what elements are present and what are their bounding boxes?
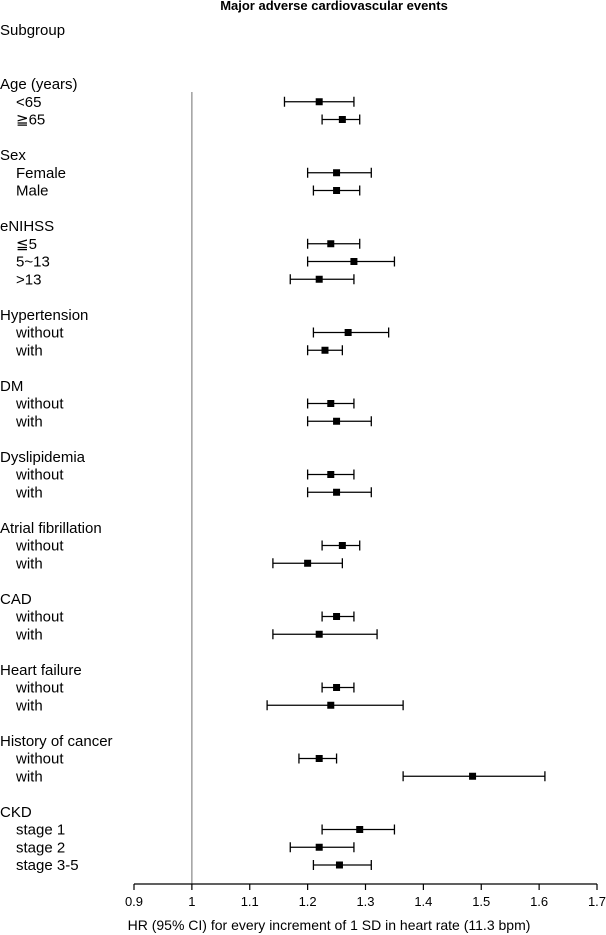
subgroup-label: with bbox=[15, 768, 43, 785]
estimate-row bbox=[306, 469, 355, 480]
group-label: Sex bbox=[0, 147, 26, 164]
hr-point bbox=[315, 755, 323, 762]
group-label: Dyslipidemia bbox=[0, 449, 86, 466]
subgroup-label: without bbox=[15, 467, 64, 484]
group-label: CAD bbox=[0, 591, 32, 608]
x-tick-label: 1.1 bbox=[241, 894, 259, 909]
group-label: CKD bbox=[0, 804, 32, 821]
subgroup-label: without bbox=[15, 396, 64, 413]
x-axis-label: HR (95% CI) for every increment of 1 SD … bbox=[128, 917, 531, 933]
hr-point bbox=[315, 843, 323, 851]
subgroup-label: without bbox=[15, 538, 64, 555]
hr-point bbox=[327, 701, 335, 709]
estimate-row bbox=[283, 96, 355, 107]
hr-point bbox=[321, 346, 329, 354]
estimate-row bbox=[306, 398, 355, 409]
subgroup-label: without bbox=[15, 751, 64, 768]
plot-area bbox=[191, 92, 546, 884]
subgroup-label: 5~13 bbox=[16, 254, 50, 271]
group-label: Age (years) bbox=[0, 76, 78, 93]
group-label: Heart failure bbox=[0, 662, 82, 679]
estimate-row bbox=[321, 611, 355, 622]
group-label: History of cancer bbox=[0, 733, 113, 750]
hr-point bbox=[335, 861, 343, 869]
hr-point bbox=[315, 98, 323, 106]
subgroup-label: without bbox=[15, 609, 64, 626]
estimate-row bbox=[306, 345, 344, 356]
hr-point bbox=[469, 772, 477, 780]
subgroup-label: with bbox=[15, 342, 43, 359]
x-tick-label: 1.6 bbox=[530, 894, 548, 909]
subgroup-label: stage 2 bbox=[16, 839, 65, 856]
x-tick-label: 1.5 bbox=[472, 894, 490, 909]
estimate-row bbox=[298, 753, 338, 764]
hr-point bbox=[315, 275, 323, 283]
estimate-row bbox=[321, 540, 361, 551]
subgroup-label: ≦5 bbox=[16, 236, 37, 253]
hr-point bbox=[304, 559, 312, 567]
hr-point bbox=[356, 826, 364, 833]
x-tick-label: 1.7 bbox=[588, 894, 606, 909]
estimate-row bbox=[306, 256, 396, 267]
subgroup-label: with bbox=[15, 555, 43, 572]
estimate-row bbox=[272, 558, 344, 569]
subgroup-label: stage 3-5 bbox=[16, 857, 79, 874]
x-axis: 0.9 1 1.1 1.2 1.3 1.4 1.5 1.6 1.7 bbox=[125, 883, 606, 909]
subgroup-label: with bbox=[15, 484, 43, 501]
estimate-row bbox=[289, 274, 355, 285]
estimate-row bbox=[321, 114, 361, 125]
subgroup-label: with bbox=[15, 697, 43, 714]
subgroup-label: ≧65 bbox=[16, 112, 45, 129]
estimate-row bbox=[306, 416, 372, 427]
hr-point bbox=[333, 169, 341, 177]
group-label: eNIHSS bbox=[0, 218, 54, 235]
estimate-row bbox=[272, 629, 378, 640]
hr-point bbox=[327, 471, 335, 478]
hr-point bbox=[333, 187, 341, 194]
group-label: Hypertension bbox=[0, 307, 88, 324]
estimate-row bbox=[312, 185, 361, 196]
estimate-row bbox=[289, 842, 355, 853]
hr-point bbox=[333, 488, 341, 496]
estimate-row bbox=[306, 487, 372, 498]
estimate-row bbox=[312, 327, 390, 338]
estimate-row bbox=[402, 771, 546, 782]
hr-point bbox=[315, 630, 323, 638]
group-label: Atrial fibrillation bbox=[0, 520, 102, 537]
estimate-row bbox=[321, 824, 396, 835]
subgroup-label: Male bbox=[16, 183, 49, 200]
hr-point bbox=[333, 417, 341, 425]
subgroup-label: >13 bbox=[16, 271, 41, 288]
subgroup-label: stage 1 bbox=[16, 822, 65, 839]
hr-point bbox=[338, 542, 346, 549]
estimate-row bbox=[321, 682, 355, 693]
hr-point bbox=[327, 240, 335, 248]
subgroup-label: without bbox=[15, 325, 64, 342]
chart-title: Major adverse cardiovascular events bbox=[220, 0, 448, 13]
x-tick-label: 0.9 bbox=[125, 894, 143, 909]
hr-point bbox=[333, 613, 341, 620]
estimate-row bbox=[306, 167, 372, 178]
hr-point bbox=[333, 684, 341, 691]
estimate-row bbox=[306, 238, 361, 249]
group-label: DM bbox=[0, 378, 23, 395]
estimate-row bbox=[266, 700, 404, 711]
x-tick-label: 1.4 bbox=[414, 894, 432, 909]
subgroup-label: with bbox=[15, 626, 43, 643]
hr-point bbox=[344, 329, 352, 336]
subgroup-label: with bbox=[15, 413, 43, 430]
x-tick-label: 1.3 bbox=[356, 894, 374, 909]
subgroup-header: Subgroup bbox=[0, 22, 65, 39]
x-tick-label: 1.2 bbox=[299, 894, 317, 909]
subgroup-label: Female bbox=[16, 165, 66, 182]
subgroup-label: <65 bbox=[16, 94, 41, 111]
hr-point bbox=[327, 400, 335, 407]
hr-point bbox=[350, 258, 358, 265]
estimate-row bbox=[312, 860, 372, 870]
x-tick-label: 1 bbox=[188, 894, 195, 909]
hr-point bbox=[338, 116, 346, 123]
subgroup-label: without bbox=[15, 680, 64, 697]
